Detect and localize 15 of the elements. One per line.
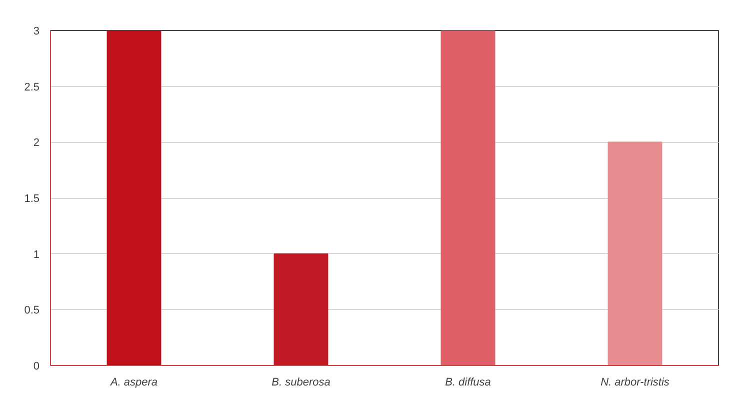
x-tick-label: B. diffusa <box>445 376 491 388</box>
y-tick-label: 0 <box>33 360 40 372</box>
y-tick-label: 2.5 <box>24 81 40 94</box>
y-tick-label: 2 <box>33 137 40 150</box>
bar <box>274 253 328 366</box>
y-tick-label: 1 <box>33 248 40 261</box>
bar <box>106 30 162 366</box>
x-tick-label: A. aspera <box>109 376 158 388</box>
bar <box>608 142 662 366</box>
x-tick-label: B. suberosa <box>272 376 330 388</box>
y-tick-label: 1.5 <box>24 193 40 205</box>
x-tick-label: N. arbor-tristis <box>600 376 670 388</box>
y-tick-label: 0.5 <box>24 304 40 317</box>
bar <box>440 30 496 366</box>
y-tick-label: 3 <box>33 26 40 38</box>
